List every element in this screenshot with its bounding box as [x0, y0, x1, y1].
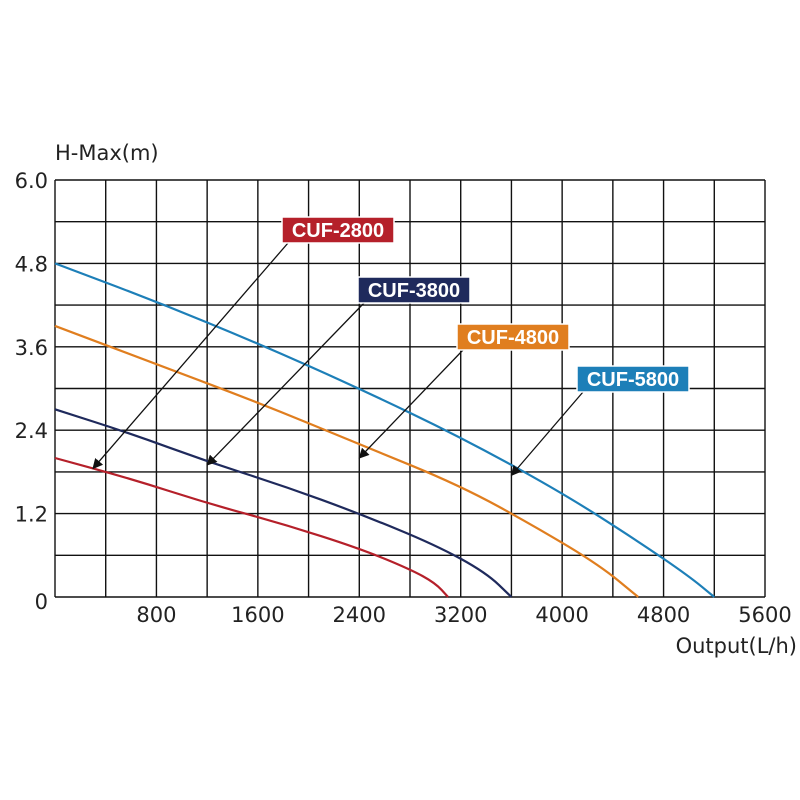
annotations: CUF-2800 CUF-3800 CUF-4800 CUF-5800: [92, 216, 690, 477]
x-tick-label-4: 4000: [535, 603, 588, 627]
label-text-cuf-5800: CUF-5800: [587, 369, 679, 391]
y-tick-label-4: 4.8: [15, 252, 48, 276]
x-axis-title: Output(L/h): [676, 634, 797, 658]
label-box-cuf-5800: [576, 365, 690, 393]
x-tick-label-1: 1600: [231, 603, 284, 627]
tick-labels: 800 1600 2400 3200 4000 4800 5600 0 1.2 2.4 3.6 4.8…: [15, 169, 792, 627]
label-arrow-cuf-2800: [92, 242, 289, 470]
x-tick-label-2: 2400: [333, 603, 386, 627]
series-lines: [54, 262, 715, 598]
series-label-cuf-2800: CUF-2800: [92, 216, 395, 470]
label-text-cuf-4800: CUF-4800: [467, 327, 559, 349]
label-box-cuf-4800: [456, 323, 570, 351]
x-tick-label-6: 5600: [738, 603, 791, 627]
label-box-cuf-2800: [281, 216, 395, 244]
series-line-cuf-2800: [54, 456, 449, 598]
series-label-cuf-4800: CUF-4800: [358, 323, 570, 459]
x-tick-label-5: 4800: [637, 603, 690, 627]
series-label-cuf-3800: CUF-3800: [206, 276, 471, 466]
series-line-cuf-4800: [54, 324, 639, 598]
x-tick-label-3: 3200: [434, 603, 487, 627]
y-tick-label-1: 1.2: [15, 503, 48, 527]
y-tick-label-2: 2.4: [15, 419, 48, 443]
label-arrow-cuf-5800: [510, 391, 584, 477]
y-tick-label-3: 3.6: [15, 336, 48, 360]
x-tick-label-0: 800: [136, 603, 176, 627]
series-line-cuf-5800: [54, 262, 715, 598]
series-label-cuf-5800: CUF-5800: [510, 365, 690, 477]
y-axis-title: H-Max(m): [55, 141, 159, 165]
y-tick-label-5: 6.0: [15, 169, 48, 193]
y-tick-label-0: 0: [35, 590, 48, 614]
label-arrow-cuf-4800: [358, 349, 464, 459]
label-arrow-cuf-3800: [206, 302, 365, 466]
label-text-cuf-3800: CUF-3800: [368, 280, 460, 302]
label-box-cuf-3800: [357, 276, 471, 304]
series-line-cuf-3800: [54, 408, 513, 598]
label-text-cuf-2800: CUF-2800: [292, 220, 384, 242]
